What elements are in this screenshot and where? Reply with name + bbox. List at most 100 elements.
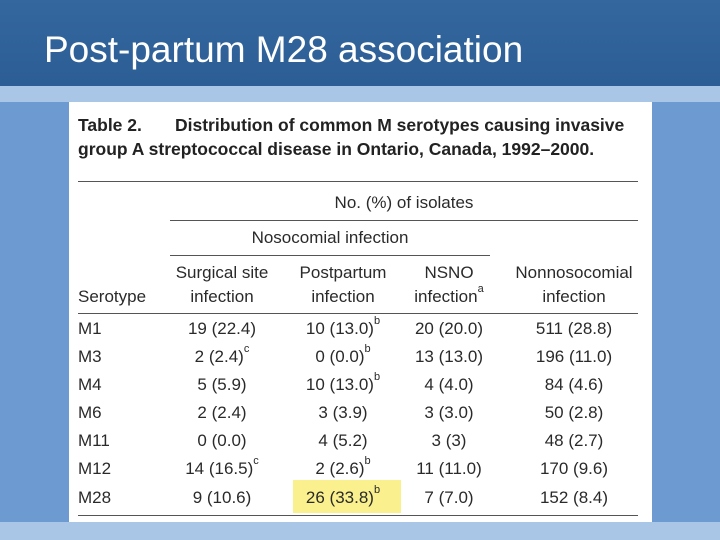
header-nosocomial: Nosocomial infection xyxy=(251,228,409,247)
header-isolates: No. (%) of isolates xyxy=(334,193,474,212)
table-caption-line-1: Table 2. Distribution of common M serotyp… xyxy=(78,115,624,136)
cell-value: 170 (9.6) xyxy=(539,459,609,478)
cell-value: 7 (7.0) xyxy=(424,488,474,507)
cell-serotype: M11 xyxy=(78,431,158,451)
cell-value: M4 xyxy=(78,375,102,394)
col-header-nsno-footnote: a xyxy=(477,283,484,295)
cell-surgical: 5 (5.9) xyxy=(166,375,278,395)
cell-value: M11 xyxy=(78,431,110,450)
cell-value: 48 (2.7) xyxy=(544,431,604,450)
cell-value: 2 (2.4) xyxy=(197,403,247,422)
cell-surgical: 14 (16.5)c xyxy=(166,455,278,479)
cell-surgical: 2 (2.4)c xyxy=(166,343,278,367)
col-header-nonnoso-2: infection xyxy=(542,287,606,306)
cell-serotype: M4 xyxy=(78,375,158,395)
cell-surgical: 0 (0.0) xyxy=(166,431,278,451)
cell-value: 0 (0.0) xyxy=(315,347,365,366)
cell-postpartum: 26 (33.8)b xyxy=(286,484,400,508)
cell-nonnoso: 48 (2.7) xyxy=(505,431,643,451)
cell-value: 20 (20.0) xyxy=(414,319,484,338)
cell-value: 152 (8.4) xyxy=(539,488,609,507)
cell-footnote: b xyxy=(373,315,381,327)
cell-value: 196 (11.0) xyxy=(535,347,613,366)
cell-footnote: c xyxy=(253,455,259,467)
cell-value: M6 xyxy=(78,403,102,422)
cell-value: 3 (3.0) xyxy=(424,403,474,422)
cell-footnote: b xyxy=(364,343,371,355)
cell-postpartum: 2 (2.6)b xyxy=(286,455,400,479)
cell-nonnoso: 84 (4.6) xyxy=(505,375,643,395)
cell-nsno: 7 (7.0) xyxy=(405,488,493,508)
cell-value: 11 (11.0) xyxy=(416,459,482,478)
cell-value: 0 (0.0) xyxy=(197,431,247,450)
cell-value: 2 (2.4) xyxy=(194,347,244,366)
cell-postpartum: 0 (0.0)b xyxy=(286,343,400,367)
header-isolates-rule xyxy=(170,220,638,221)
cell-postpartum: 10 (13.0)b xyxy=(286,315,400,339)
cell-nsno: 4 (4.0) xyxy=(405,375,493,395)
col-header-serotype: Serotype xyxy=(78,287,147,306)
col-header-surgical-1: Surgical site xyxy=(175,263,269,282)
cell-value: 26 (33.8) xyxy=(305,488,374,507)
cell-value: 9 (10.6) xyxy=(192,488,252,507)
cell-value: 511 (28.8) xyxy=(535,319,613,338)
cell-postpartum: 10 (13.0)b xyxy=(286,371,400,395)
cell-value: 13 (13.0) xyxy=(414,347,484,366)
col-header-surgical-2: infection xyxy=(190,287,254,306)
cell-value: 10 (13.0) xyxy=(305,375,374,394)
cell-serotype: M3 xyxy=(78,347,158,367)
m28-postpartum-highlight xyxy=(293,480,401,513)
cell-value: 50 (2.8) xyxy=(544,403,604,422)
slide-title: Post-partum M28 association xyxy=(44,29,524,70)
cell-value: M28 xyxy=(78,488,112,507)
cell-footnote: b xyxy=(373,371,381,383)
cell-surgical: 2 (2.4) xyxy=(166,403,278,423)
table-caption-text-1: Distribution of common M serotypes causi… xyxy=(175,115,625,135)
col-header-nsno-1: NSNO xyxy=(424,263,474,282)
col-header-nsno-2: infectiona xyxy=(405,283,493,307)
cell-value: 4 (5.2) xyxy=(318,431,368,450)
cell-footnote: b xyxy=(373,484,381,496)
cell-nonnoso: 196 (11.0) xyxy=(505,347,643,367)
cell-value: 3 (3.9) xyxy=(318,403,368,422)
col-header-postpartum-2: infection xyxy=(311,287,375,306)
table-caption-line-2: group A streptococcal disease in Ontario… xyxy=(78,139,595,159)
col-header-nonnoso-1: Nonnosocomial xyxy=(515,263,633,282)
table-caption-label: Table 2. xyxy=(78,115,142,135)
cell-nsno: 13 (13.0) xyxy=(405,347,493,367)
cell-value: 14 (16.5) xyxy=(185,459,254,478)
cell-nsno: 11 (11.0) xyxy=(405,459,493,479)
table-top-rule xyxy=(78,181,638,182)
cell-footnote: b xyxy=(364,455,371,467)
cell-value: M12 xyxy=(78,459,112,478)
table-bottom-rule xyxy=(78,515,638,516)
cell-surgical: 19 (22.4) xyxy=(166,319,278,339)
cell-nonnoso: 152 (8.4) xyxy=(505,488,643,508)
title-underline-band xyxy=(0,86,720,102)
header-bottom-rule xyxy=(78,313,638,314)
cell-nsno: 3 (3.0) xyxy=(405,403,493,423)
bottom-band xyxy=(0,522,720,540)
cell-value: 84 (4.6) xyxy=(544,375,604,394)
cell-postpartum: 3 (3.9) xyxy=(286,403,400,423)
col-header-postpartum-1: Postpartum xyxy=(299,263,387,282)
cell-value: 2 (2.6) xyxy=(315,459,365,478)
cell-nsno: 20 (20.0) xyxy=(405,319,493,339)
cell-nonnoso: 511 (28.8) xyxy=(505,319,643,339)
cell-value: 3 (3) xyxy=(431,431,467,450)
cell-nsno: 3 (3) xyxy=(405,431,493,451)
cell-nonnoso: 50 (2.8) xyxy=(505,403,643,423)
cell-postpartum: 4 (5.2) xyxy=(286,431,400,451)
cell-surgical: 9 (10.6) xyxy=(166,488,278,508)
header-nosocomial-rule xyxy=(170,255,490,256)
cell-nonnoso: 170 (9.6) xyxy=(505,459,643,479)
cell-value: 5 (5.9) xyxy=(197,375,247,394)
cell-value: 4 (4.0) xyxy=(424,375,474,394)
cell-serotype: M1 xyxy=(78,319,158,339)
cell-footnote: c xyxy=(243,343,250,355)
col-header-nsno-2-text: infection xyxy=(414,287,478,306)
cell-value: 10 (13.0) xyxy=(305,319,374,338)
cell-value: M3 xyxy=(78,347,102,366)
cell-serotype: M6 xyxy=(78,403,158,423)
cell-value: 19 (22.4) xyxy=(187,319,257,338)
